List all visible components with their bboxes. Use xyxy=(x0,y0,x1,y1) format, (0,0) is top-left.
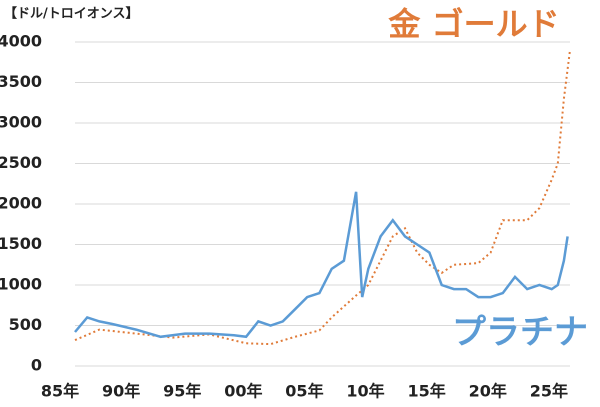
x-tick-label: 95年 xyxy=(163,382,201,401)
series-line xyxy=(74,49,571,346)
y-tick-label: 0 xyxy=(31,356,42,375)
y-tick-label: 3000 xyxy=(0,113,42,132)
y-tick-label: 2000 xyxy=(0,194,42,213)
chart-title: 【ドル/トロイオンス】 xyxy=(4,6,139,22)
series-line xyxy=(74,191,569,339)
x-tick-label: 20年 xyxy=(469,382,507,401)
legend-label: プラチナ xyxy=(452,313,588,353)
y-tick-label: 500 xyxy=(9,315,42,334)
x-tick-label: 15年 xyxy=(408,382,446,401)
x-tick-label: 90年 xyxy=(102,382,140,401)
x-tick-label: 25年 xyxy=(530,382,568,401)
y-tick-label: 3500 xyxy=(0,72,42,91)
x-tick-label: 85年 xyxy=(41,382,79,401)
y-tick-label: 4000 xyxy=(0,32,42,51)
x-tick-label: 05年 xyxy=(285,382,323,401)
y-tick-label: 1000 xyxy=(0,275,42,294)
y-tick-label: 1500 xyxy=(0,234,42,253)
x-tick-label: 00年 xyxy=(224,382,262,401)
x-tick-label: 10年 xyxy=(346,382,384,401)
y-tick-label: 2500 xyxy=(0,153,42,172)
legend-label: 金 ゴールド xyxy=(387,5,559,43)
